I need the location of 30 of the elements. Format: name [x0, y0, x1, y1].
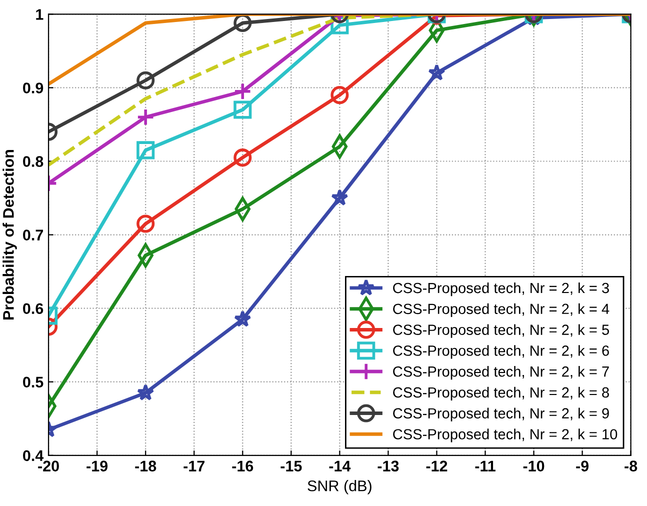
- y-tick-label: 0.7: [23, 230, 43, 240]
- x-tick-label: -17: [184, 460, 204, 472]
- legend-label: CSS-Proposed tech, Nr = 2, k = 6: [393, 345, 609, 359]
- x-tick-label: -14: [329, 460, 351, 472]
- legend-label: CSS-Proposed tech, Nr = 2, k = 7: [393, 366, 609, 380]
- y-tick-label: 0.5: [23, 376, 44, 388]
- x-tick-label: -18: [135, 460, 156, 472]
- legend-label: CSS-Proposed tech, Nr = 2, k = 4: [393, 303, 610, 317]
- x-tick-label: -13: [378, 460, 399, 472]
- x-axis-title: SNR (dB): [308, 480, 372, 494]
- legend-label: CSS-Proposed tech, Nr = 2, k = 5: [393, 324, 609, 338]
- legend-label: CSS-Proposed tech, Nr = 2, k = 9: [393, 408, 609, 422]
- y-tick-label: 0.8: [23, 156, 44, 167]
- x-tick-label: -12: [426, 460, 448, 472]
- x-tick-label: -10: [523, 460, 544, 472]
- x-tick-label: -20: [38, 460, 59, 472]
- y-axis-title: Probability of Detection: [2, 150, 17, 320]
- y-tick-label: 0.6: [23, 303, 44, 314]
- y-tick-label: 0.4: [23, 450, 44, 462]
- y-tick-label: 1: [36, 9, 44, 20]
- legend-label: CSS-Proposed tech, Nr = 2, k = 8: [393, 386, 609, 401]
- x-tick-label: -11: [475, 460, 496, 472]
- legend-label: CSS-Proposed tech, Nr = 2, k = 10: [393, 428, 618, 442]
- x-tick-label: -8: [624, 460, 638, 472]
- x-tick-label: -19: [86, 460, 108, 472]
- legend-label: CSS-Proposed tech, Nr = 2, k = 3: [393, 282, 609, 296]
- x-tick-label: -9: [576, 460, 589, 472]
- x-tick-label: -15: [280, 460, 302, 472]
- y-tick-label: 0.9: [23, 82, 44, 94]
- x-tick-label: -16: [232, 460, 254, 472]
